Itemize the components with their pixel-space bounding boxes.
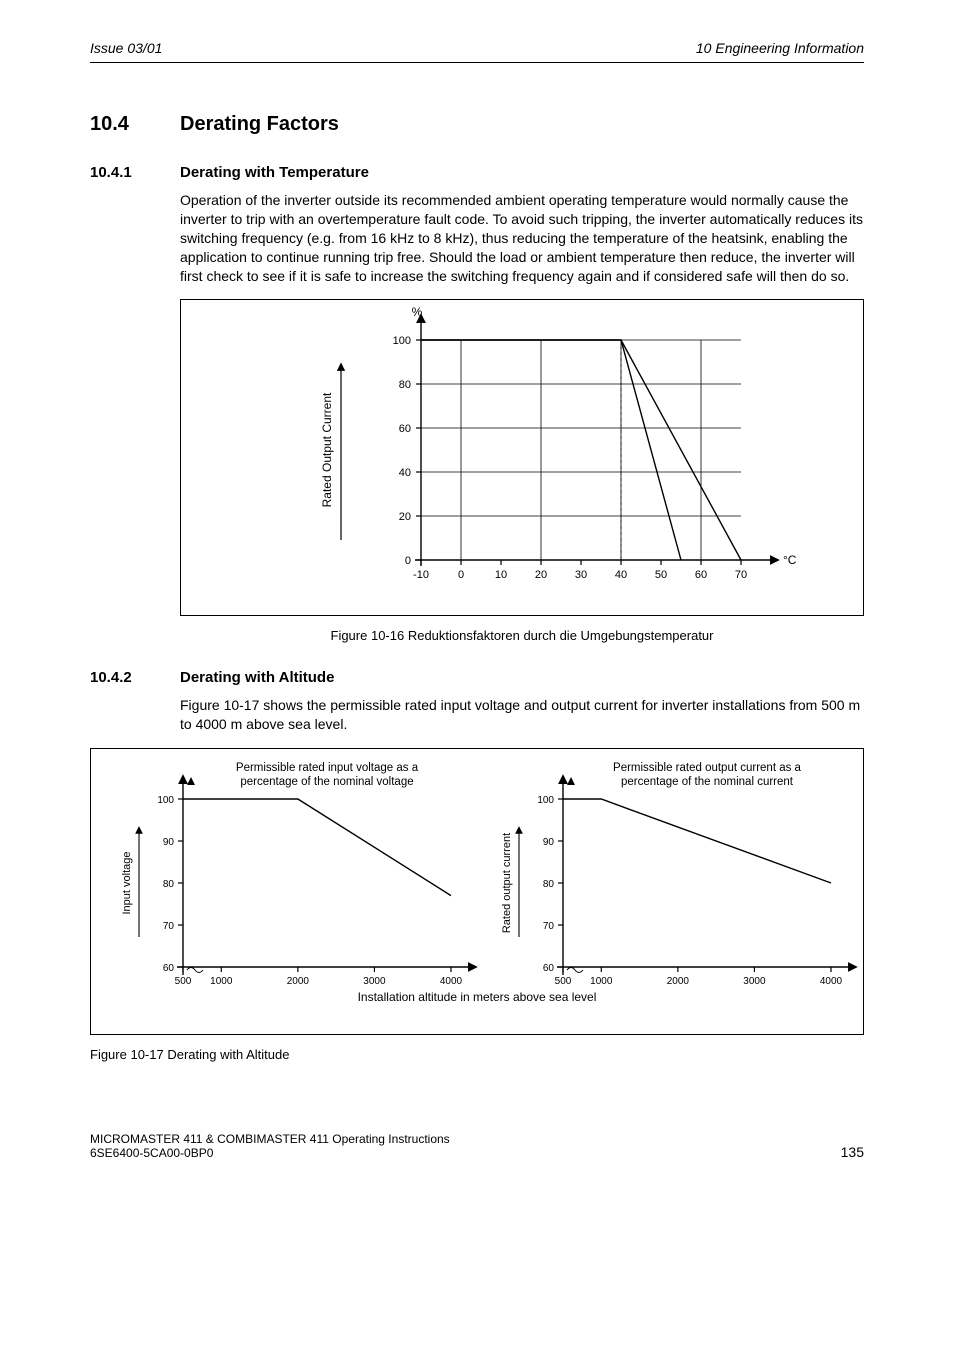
- svg-text:40: 40: [399, 467, 411, 479]
- svg-text:60: 60: [163, 963, 175, 974]
- svg-text:70: 70: [543, 921, 555, 932]
- svg-text:Permissible rated output curre: Permissible rated output current as a: [613, 762, 802, 774]
- subsection-1-title: Derating with Temperature: [180, 164, 369, 181]
- svg-text:2000: 2000: [287, 976, 310, 987]
- page-header: Issue 03/01 10 Engineering Information: [90, 40, 864, 63]
- page-footer: MICROMASTER 411 & COMBIMASTER 411 Operat…: [90, 1132, 864, 1160]
- svg-text:40: 40: [615, 569, 627, 581]
- svg-text:100: 100: [157, 795, 174, 806]
- subsection-2-number: 10.4.2: [90, 669, 180, 686]
- section-heading: 10.4 Derating Factors: [90, 113, 864, 136]
- svg-text:70: 70: [735, 569, 747, 581]
- subsection-2-heading: 10.4.2 Derating with Altitude: [90, 669, 864, 686]
- svg-text:80: 80: [543, 879, 555, 890]
- svg-text:1000: 1000: [590, 976, 613, 987]
- svg-text:Installation altitude in meter: Installation altitude in meters above se…: [358, 990, 597, 1004]
- svg-text:70: 70: [163, 921, 175, 932]
- section-number: 10.4: [90, 113, 180, 136]
- svg-text:90: 90: [163, 837, 175, 848]
- subsection-1-number: 10.4.1: [90, 164, 180, 181]
- figure-16-box: 020406080100-10010203040506070%°CRated O…: [180, 299, 864, 616]
- svg-text:30: 30: [575, 569, 587, 581]
- svg-text:10: 10: [495, 569, 507, 581]
- figure-17-chart: 60 70 80 90 100 500 1000 2000 3000 4000 Permissibl…: [91, 749, 863, 1029]
- svg-text:90: 90: [543, 837, 555, 848]
- svg-text:80: 80: [399, 379, 411, 391]
- svg-text:60: 60: [695, 569, 707, 581]
- svg-text:percentage of the nominal volt: percentage of the nominal voltage: [240, 776, 413, 788]
- svg-text:50: 50: [655, 569, 667, 581]
- svg-text:500: 500: [555, 976, 572, 987]
- svg-text:80: 80: [163, 879, 175, 890]
- svg-text:3000: 3000: [363, 976, 386, 987]
- svg-text:0: 0: [458, 569, 464, 581]
- subsection-1-body: Operation of the inverter outside its re…: [180, 191, 864, 285]
- subsection-2-body: Figure 10-17 shows the permissible rated…: [180, 696, 864, 734]
- subsection-2-title: Derating with Altitude: [180, 669, 334, 686]
- header-right: 10 Engineering Information: [696, 40, 864, 56]
- svg-text:100: 100: [393, 335, 411, 347]
- svg-text:20: 20: [535, 569, 547, 581]
- footer-line2: 6SE6400-5CA00-0BP0: [90, 1146, 450, 1160]
- subsection-1-heading: 10.4.1 Derating with Temperature: [90, 164, 864, 181]
- section-title: Derating Factors: [180, 113, 339, 136]
- svg-text:%: %: [412, 305, 423, 319]
- footer-line1: MICROMASTER 411 & COMBIMASTER 411 Operat…: [90, 1132, 450, 1146]
- svg-text:0: 0: [405, 555, 411, 567]
- svg-text:percentage of the nominal curr: percentage of the nominal current: [621, 776, 794, 788]
- footer-left: MICROMASTER 411 & COMBIMASTER 411 Operat…: [90, 1132, 450, 1160]
- svg-text:Rated output current: Rated output current: [501, 833, 513, 933]
- svg-text:100: 100: [537, 795, 554, 806]
- svg-text:Input voltage: Input voltage: [121, 852, 133, 915]
- figure-17-caption: Figure 10-17 Derating with Altitude: [90, 1047, 864, 1062]
- svg-text:°C: °C: [783, 553, 797, 567]
- svg-text:2000: 2000: [667, 976, 690, 987]
- svg-text:4000: 4000: [440, 976, 463, 987]
- figure-16-chart: 020406080100-10010203040506070%°CRated O…: [181, 300, 861, 610]
- svg-text:500: 500: [175, 976, 192, 987]
- svg-text:60: 60: [399, 423, 411, 435]
- svg-text:1000: 1000: [210, 976, 233, 987]
- svg-text:60: 60: [543, 963, 555, 974]
- page-number: 135: [841, 1144, 864, 1160]
- svg-text:4000: 4000: [820, 976, 843, 987]
- figure-16-caption: Figure 10-16 Reduktionsfaktoren durch di…: [180, 628, 864, 643]
- figure-17-box: 60 70 80 90 100 500 1000 2000 3000 4000 Permissibl…: [90, 748, 864, 1035]
- svg-text:Permissible rated input voltag: Permissible rated input voltage as a: [236, 762, 419, 774]
- svg-text:Rated Output Current: Rated Output Current: [320, 392, 334, 507]
- header-left: Issue 03/01: [90, 40, 162, 56]
- svg-text:3000: 3000: [743, 976, 766, 987]
- svg-text:-10: -10: [413, 569, 429, 581]
- svg-text:20: 20: [399, 511, 411, 523]
